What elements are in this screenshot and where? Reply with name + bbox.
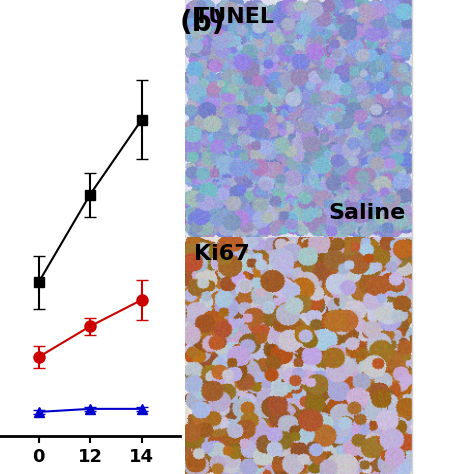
Text: TUNEL: TUNEL [194, 7, 275, 27]
Text: Saline: Saline [328, 203, 406, 223]
Text: (b): (b) [180, 9, 226, 37]
Text: Ki67: Ki67 [194, 244, 250, 264]
